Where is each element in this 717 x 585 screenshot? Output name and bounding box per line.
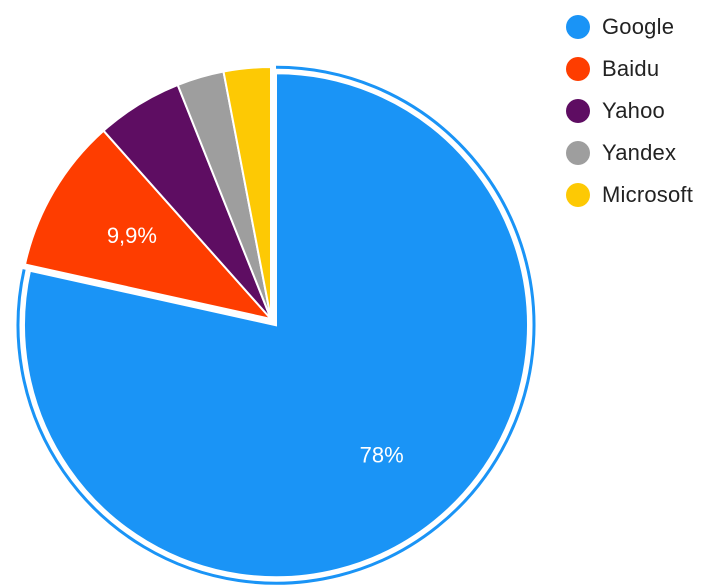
legend-item-yahoo[interactable]: Yahoo	[566, 90, 693, 132]
legend-label-microsoft: Microsoft	[602, 182, 694, 207]
legend-label-yahoo: Yahoo	[602, 98, 665, 123]
legend-swatch-baidu	[566, 57, 590, 81]
chart-legend: Google Baidu Yahoo Yandex Microsoft	[566, 6, 693, 216]
legend-swatch-microsoft	[566, 183, 590, 207]
legend-label-google: Google	[602, 14, 675, 39]
legend-swatch-yahoo	[566, 99, 590, 123]
legend-swatch-yandex	[566, 141, 590, 165]
data-label-baidu: 9,9%	[107, 223, 157, 248]
legend-item-google[interactable]: Google	[566, 6, 693, 48]
legend-item-yandex[interactable]: Yandex	[566, 132, 693, 174]
legend-swatch-google	[566, 15, 590, 39]
pie-slice-highlight-google	[16, 65, 536, 585]
pie-slice-microsoft[interactable]	[222, 65, 272, 320]
legend-item-baidu[interactable]: Baidu	[566, 48, 693, 90]
legend-label-baidu: Baidu	[602, 56, 660, 81]
pie-slice-google[interactable]	[23, 72, 530, 579]
legend-item-microsoft[interactable]: Microsoft	[566, 174, 693, 216]
pie-slice-baidu[interactable]	[23, 129, 274, 321]
data-label-google: 78%	[360, 443, 404, 468]
legend-label-yandex: Yandex	[602, 140, 677, 165]
